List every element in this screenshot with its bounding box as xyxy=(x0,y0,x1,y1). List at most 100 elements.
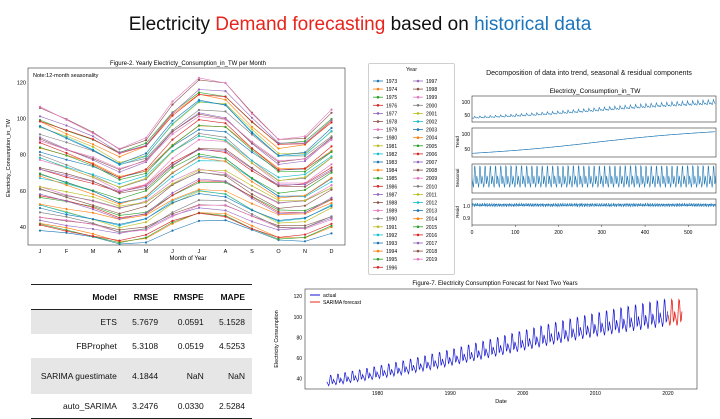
year-marker-1975 xyxy=(144,236,148,239)
year-marker-2007 xyxy=(303,159,307,163)
year-marker-1980 xyxy=(91,222,95,225)
year-marker-1979 xyxy=(197,204,201,207)
header-rmse: RMSE xyxy=(123,284,166,310)
figure-7-x-tick: 2010 xyxy=(590,391,601,397)
year-marker-1998 xyxy=(38,166,42,169)
year-marker-1976 xyxy=(65,230,68,233)
figure-2-x-tick: O xyxy=(276,249,281,255)
year-marker-1982 xyxy=(65,211,68,214)
legend-marker-2005 xyxy=(416,144,420,148)
year-marker-2017 xyxy=(144,144,148,147)
year-marker-2006 xyxy=(91,163,95,166)
legend-marker-1989 xyxy=(376,209,380,212)
year-marker-1990 xyxy=(224,173,227,176)
figure-2-note: Note:12-month seasonality xyxy=(33,73,99,79)
year-marker-1975 xyxy=(303,236,307,239)
model-metrics-table: Model RMSE RMSPE MAPE ETS 5.7679 0.0591 … xyxy=(31,284,252,419)
year-marker-1995 xyxy=(171,166,174,169)
year-marker-1974 xyxy=(250,224,254,227)
legend-label-2019: 2019 xyxy=(426,257,437,263)
year-marker-1983 xyxy=(144,217,148,220)
year-marker-1973 xyxy=(171,229,174,232)
year-marker-1990 xyxy=(250,188,254,191)
year-marker-2002 xyxy=(118,182,121,185)
figure-2-x-tick: A xyxy=(224,249,228,255)
figure-2-x-tick: S xyxy=(250,249,254,255)
year-marker-1991 xyxy=(65,190,68,193)
legend-label-1989: 1989 xyxy=(386,209,397,215)
year-line-1983 xyxy=(39,193,332,225)
year-marker-1990 xyxy=(197,171,201,174)
year-marker-2019 xyxy=(277,138,280,141)
title-part-1: Electricity xyxy=(128,14,216,35)
legend-marker-2019 xyxy=(416,257,420,261)
year-marker-1980 xyxy=(277,226,280,229)
year-line-2018 xyxy=(39,79,332,150)
year-marker-2018 xyxy=(303,137,307,140)
year-marker-1994 xyxy=(330,176,333,179)
year-marker-1994 xyxy=(144,195,148,198)
year-marker-1986 xyxy=(197,179,201,182)
year-marker-1995 xyxy=(197,152,201,156)
year-line-1982 xyxy=(39,190,332,226)
legend-marker-2014 xyxy=(416,217,420,220)
year-marker-1998 xyxy=(197,147,201,150)
year-line-1973 xyxy=(39,219,332,245)
year-marker-2019 xyxy=(250,112,254,115)
figure-2-x-tick: J xyxy=(39,249,42,255)
year-marker-2002 xyxy=(197,134,201,138)
year-marker-1978 xyxy=(144,225,148,228)
year-marker-2009 xyxy=(38,139,42,142)
year-marker-2010 xyxy=(171,128,174,132)
table-row: auto_SARIMA 3.2476 0.0330 2.5284 xyxy=(31,394,252,419)
legend-marker-1984 xyxy=(376,168,380,172)
year-marker-2017 xyxy=(91,135,95,138)
legend-label-2012: 2012 xyxy=(426,201,437,207)
year-marker-1979 xyxy=(330,218,333,221)
year-marker-2015 xyxy=(144,142,148,145)
year-marker-1980 xyxy=(144,227,148,230)
year-marker-1984 xyxy=(224,189,227,193)
legend-label-2002: 2002 xyxy=(426,120,437,126)
year-marker-2015 xyxy=(303,140,307,143)
year-marker-1995 xyxy=(224,157,227,160)
year-marker-1976 xyxy=(197,212,201,215)
year-marker-1988 xyxy=(250,193,254,196)
year-legend-entries: 1973 1974 1975 1976 1977 1978 1979 1980 1981 1982… xyxy=(373,79,437,271)
year-marker-1995 xyxy=(118,197,121,200)
year-marker-1977 xyxy=(38,219,42,222)
year-marker-1996 xyxy=(250,169,254,172)
legend-label-1998: 1998 xyxy=(426,87,437,93)
legend-label-1985: 1985 xyxy=(386,176,397,182)
year-marker-1975 xyxy=(277,238,280,241)
figure-2-x-tick: F xyxy=(65,249,69,255)
year-marker-2017 xyxy=(171,111,174,114)
year-marker-1979 xyxy=(171,215,174,218)
rmse-value: 4.1844 xyxy=(123,358,166,394)
figure-7-y-label: Electricity Consumption xyxy=(274,310,280,367)
year-marker-1973 xyxy=(38,229,42,232)
year-marker-2008 xyxy=(38,137,42,140)
year-marker-1976 xyxy=(277,236,280,239)
legend-label-2014: 2014 xyxy=(426,217,437,223)
observed-tick-50: 50 xyxy=(464,113,470,119)
rmspe-value: 0.0519 xyxy=(177,341,204,351)
legend-label-2001: 2001 xyxy=(426,111,437,117)
year-marker-1994 xyxy=(65,184,68,187)
table-row: ETS 5.7679 0.0591 5.1528 xyxy=(31,309,252,334)
year-marker-2017 xyxy=(118,151,121,154)
year-marker-1989 xyxy=(171,179,174,182)
year-marker-2002 xyxy=(38,156,42,159)
year-marker-2006 xyxy=(224,122,227,125)
year-marker-1981 xyxy=(330,206,333,209)
rmse-value: 3.2476 xyxy=(123,394,166,419)
year-marker-2013 xyxy=(91,149,95,152)
year-marker-2014 xyxy=(277,147,280,150)
year-marker-1995 xyxy=(144,189,148,192)
year-marker-1991 xyxy=(171,182,174,185)
year-marker-2006 xyxy=(303,167,307,170)
year-marker-2009 xyxy=(197,115,201,118)
title-part-3: based on xyxy=(385,14,475,35)
year-marker-2005 xyxy=(144,172,148,175)
figure-7-forecast-chart: Figure-7. Electricity Consumption Foreca… xyxy=(274,281,698,405)
